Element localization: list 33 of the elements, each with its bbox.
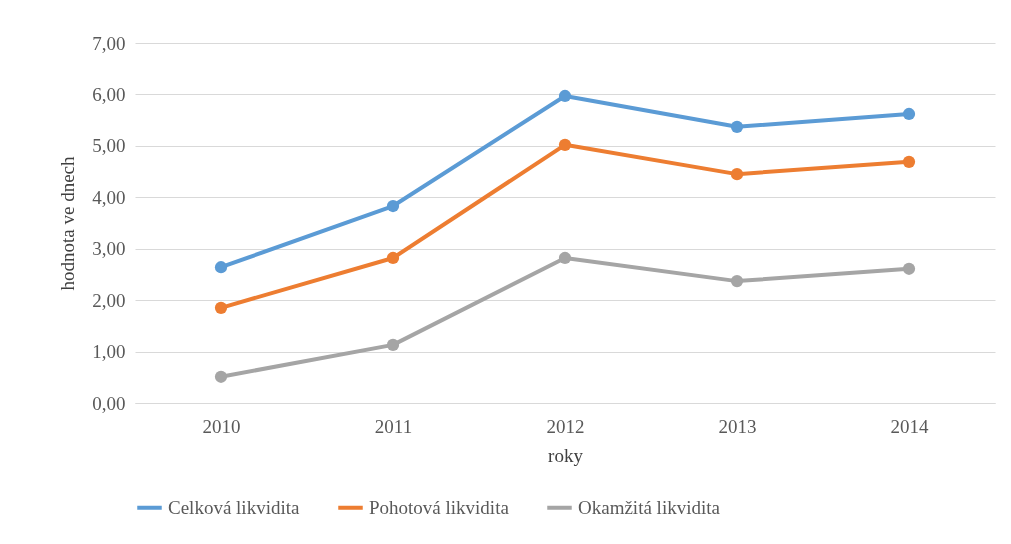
x-tick-label: 2012 — [546, 415, 585, 437]
y-tick-label: 0,00 — [92, 392, 126, 414]
x-axis-title: roky — [548, 444, 584, 466]
y-tick-label: 3,00 — [92, 238, 126, 260]
point — [730, 275, 744, 288]
x-tick-label: 2011 — [374, 415, 413, 437]
legend-label: Okamžitá likvidita — [578, 496, 721, 518]
point — [214, 261, 228, 274]
point — [730, 120, 744, 133]
point — [386, 251, 400, 265]
legend-label: Celková likvidita — [168, 496, 300, 518]
point — [386, 338, 400, 351]
point — [386, 199, 400, 213]
point — [214, 370, 228, 383]
y-tick-label: 7,00 — [92, 32, 126, 54]
point — [558, 138, 572, 151]
point — [558, 89, 572, 103]
x-tick-label: 2013 — [718, 415, 757, 437]
point — [902, 262, 916, 275]
point — [730, 168, 744, 181]
y-tick-label: 2,00 — [92, 289, 126, 311]
point — [902, 107, 916, 121]
point — [214, 301, 228, 314]
x-tick-label: 2010 — [202, 415, 241, 437]
legend-label: Pohotová likvidita — [369, 496, 510, 518]
y-tick-label: 1,00 — [92, 341, 126, 363]
y-tick-label: 4,00 — [92, 186, 126, 208]
y-axis-title: hodnota ve dnech — [57, 156, 79, 291]
y-tick-label: 5,00 — [92, 135, 126, 157]
point — [902, 155, 916, 168]
y-tick-label: 6,00 — [92, 83, 126, 105]
point — [558, 251, 572, 265]
x-tick-label: 2014 — [890, 415, 929, 437]
